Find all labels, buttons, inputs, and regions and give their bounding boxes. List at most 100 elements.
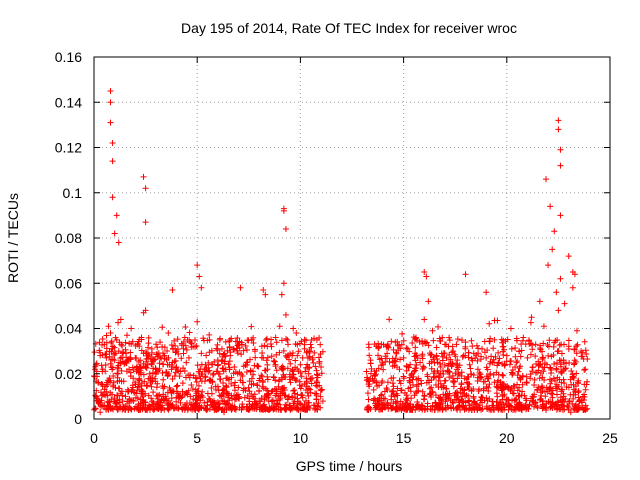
noise-point [301, 336, 308, 343]
noise-point [440, 371, 447, 378]
noise-point [548, 390, 555, 397]
noise-point [477, 356, 484, 363]
noise-point [515, 400, 522, 407]
noise-point [426, 385, 433, 392]
noise-point [263, 395, 270, 402]
noise-point [405, 404, 412, 411]
noise-point [301, 381, 308, 388]
y-tick-label: 0.04 [55, 321, 82, 337]
data-point [97, 409, 104, 416]
noise-point [153, 341, 160, 348]
chart-title: Day 195 of 2014, Rate Of TEC Index for r… [181, 20, 517, 36]
noise-point [195, 368, 202, 375]
noise-point [248, 375, 255, 382]
noise-point [154, 351, 161, 358]
noise-point [571, 360, 578, 367]
noise-point [426, 391, 433, 398]
noise-point [275, 378, 282, 385]
noise-point [536, 396, 543, 403]
data-point [509, 406, 516, 413]
noise-point [127, 369, 134, 376]
noise-point [379, 378, 386, 385]
y-tick-label: 0.02 [55, 366, 82, 382]
noise-point [118, 354, 125, 361]
data-point [126, 400, 133, 407]
x-axis-label: GPS time / hours [296, 458, 403, 474]
noise-point [143, 383, 150, 390]
noise-point [453, 389, 460, 396]
data-point [142, 219, 149, 226]
noise-point [436, 335, 443, 342]
noise-point [285, 393, 292, 400]
noise-point [135, 338, 142, 345]
data-point [115, 348, 122, 355]
noise-point [273, 388, 280, 395]
noise-point [435, 323, 442, 330]
noise-point [582, 386, 589, 393]
noise-point [203, 406, 210, 413]
noise-point [442, 377, 449, 384]
noise-point [420, 364, 427, 371]
noise-point [450, 383, 457, 390]
x-tick-label: 5 [193, 430, 201, 446]
noise-point [238, 351, 245, 358]
data-point [425, 298, 432, 305]
data-point [124, 332, 131, 339]
noise-point [516, 374, 523, 381]
noise-point [172, 349, 179, 356]
data-point [113, 212, 120, 219]
noise-point [131, 389, 138, 396]
data-point [247, 368, 254, 375]
noise-point [217, 335, 224, 342]
noise-point [280, 385, 287, 392]
noise-point [558, 350, 565, 357]
data-point [268, 343, 275, 350]
noise-point [144, 352, 151, 359]
noise-point [254, 362, 261, 369]
noise-point [193, 343, 200, 350]
noise-point [294, 391, 301, 398]
noise-point [201, 378, 208, 385]
noise-point [222, 366, 229, 373]
data-point [270, 404, 277, 411]
noise-point [234, 347, 241, 354]
data-point [109, 139, 116, 146]
data-point [483, 289, 490, 296]
data-point [466, 361, 473, 368]
noise-point [505, 384, 512, 391]
noise-point [493, 369, 500, 376]
y-tick-label: 0 [74, 411, 82, 427]
data-point [144, 361, 151, 368]
data-point [555, 117, 562, 124]
data-point [406, 404, 413, 411]
noise-point [103, 332, 110, 339]
noise-point [570, 381, 577, 388]
noise-point [523, 397, 530, 404]
data-point [95, 379, 102, 386]
noise-point [499, 360, 506, 367]
noise-point [160, 376, 167, 383]
noise-point [557, 368, 564, 375]
noise-point [499, 380, 506, 387]
data-point [212, 404, 219, 411]
data-point [543, 176, 550, 183]
noise-point [521, 392, 528, 399]
data-point [545, 262, 552, 269]
data-point [107, 330, 114, 337]
noise-point [166, 384, 173, 391]
x-tick-label: 25 [602, 430, 618, 446]
noise-point [453, 341, 460, 348]
noise-point [390, 383, 397, 390]
noise-point [109, 366, 116, 373]
noise-point [149, 398, 156, 405]
noise-point [270, 374, 277, 381]
noise-point [319, 398, 326, 405]
noise-point [551, 361, 558, 368]
data-point [390, 400, 397, 407]
noise-point [548, 378, 555, 385]
data-points [91, 87, 591, 416]
noise-point [297, 369, 304, 376]
noise-point [519, 388, 526, 395]
noise-point [313, 396, 320, 403]
noise-point [444, 369, 451, 376]
